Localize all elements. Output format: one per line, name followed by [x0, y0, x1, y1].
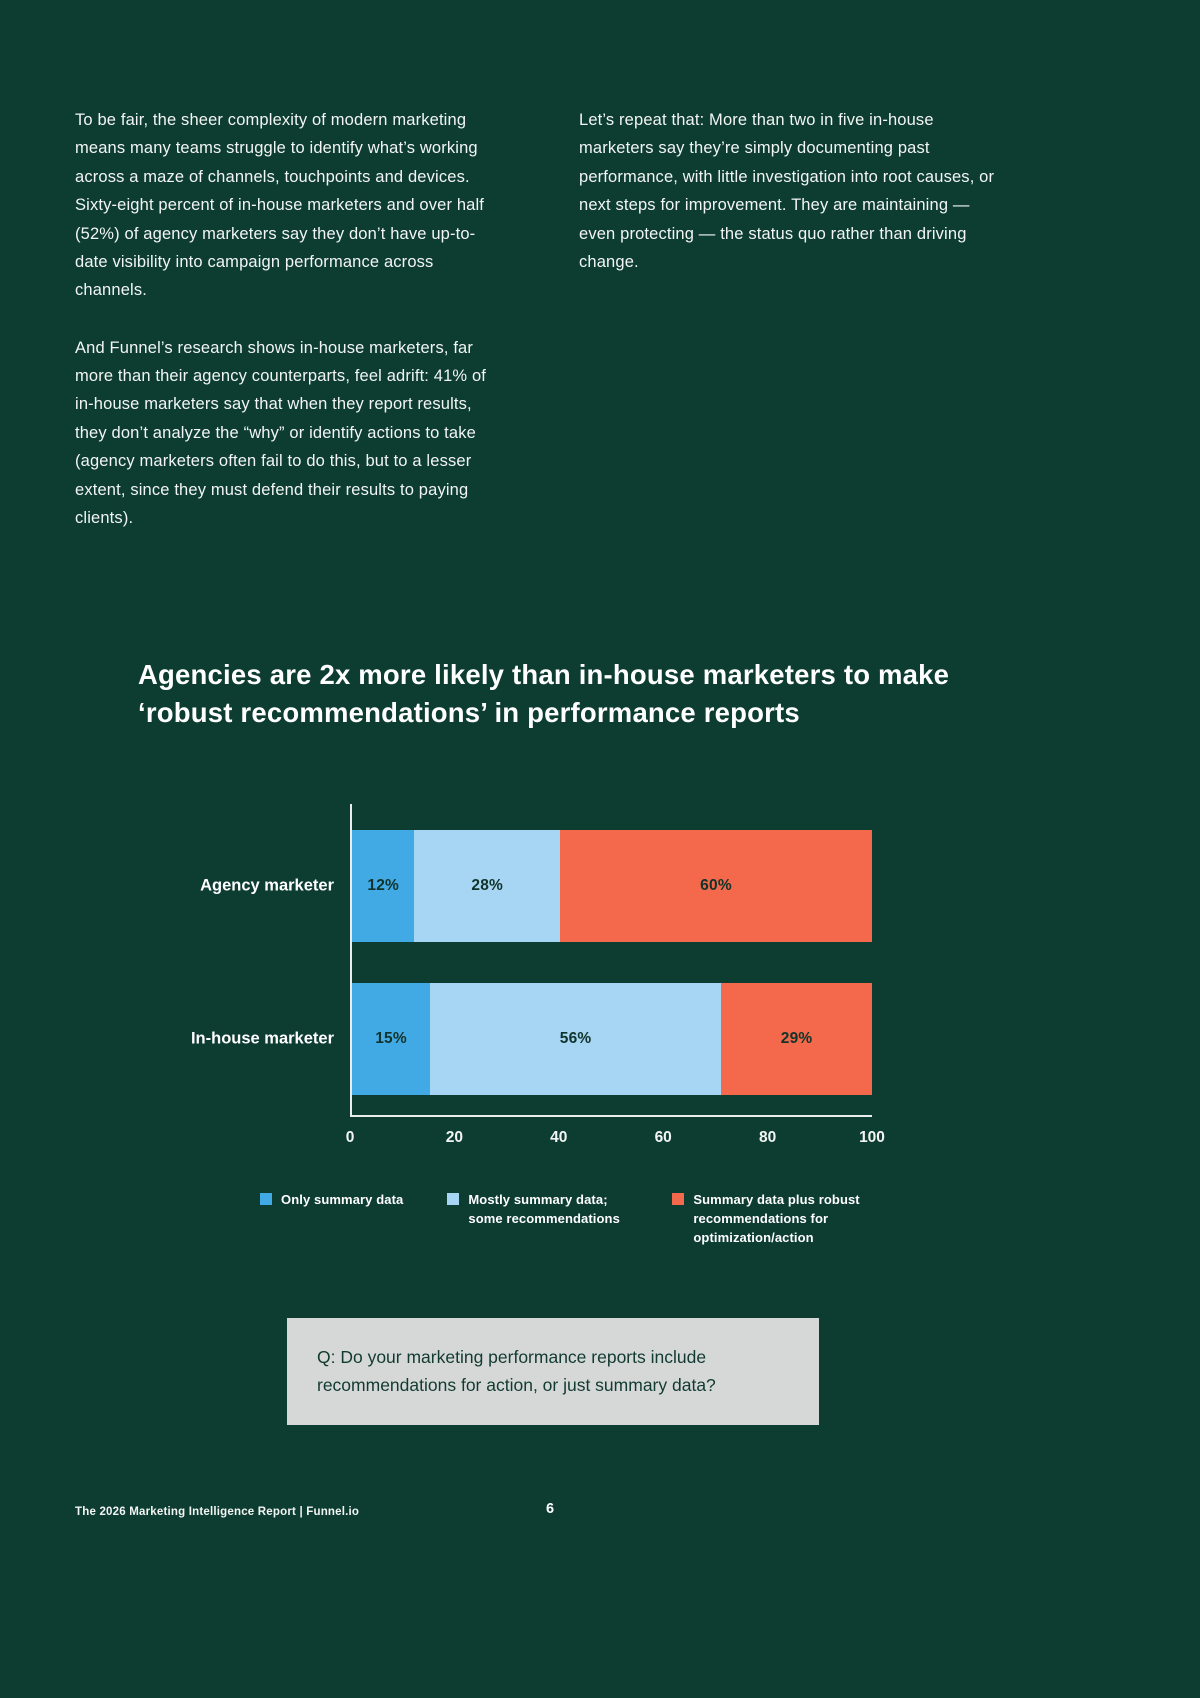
bar-segment: 60%: [559, 830, 872, 943]
page-number: 6: [546, 1501, 555, 1517]
bar-segment: 12%: [352, 830, 415, 943]
legend-item: Mostly summary data; some recommendation…: [447, 1191, 628, 1248]
chart-plot-area: Agency marketer 12% 28% 60% In-house markete…: [191, 804, 872, 1118]
chart-title: Agencies are 2x more likely than in-hous…: [138, 659, 950, 729]
stacked-bar: 12% 28% 60%: [352, 830, 872, 943]
bar-segment: 29%: [721, 983, 872, 1096]
intro-columns: To be fair, the sheer complexity of mode…: [0, 0, 1200, 561]
bar-segment: 56%: [430, 983, 722, 1096]
legend-item: Summary data plus robust recommendations…: [672, 1191, 869, 1248]
bar-row: Agency marketer 12% 28% 60%: [200, 830, 872, 943]
bar-row: In-house marketer 15% 56% 29%: [191, 983, 872, 1096]
bar-segment: 28%: [414, 830, 560, 943]
bar-segment-value: 29%: [780, 1030, 813, 1048]
legend-label: Mostly summary data; some recommendation…: [468, 1192, 620, 1226]
body-paragraph: And Funnel’s research shows in-house mar…: [75, 338, 487, 527]
bar-segment-value: 56%: [559, 1030, 592, 1048]
body-paragraph: Let’s repeat that: More than two in five…: [579, 111, 995, 271]
x-axis-tick-label: 40: [550, 1129, 568, 1147]
bar-segment-value: 15%: [375, 1030, 407, 1048]
bar-segment-value: 12%: [367, 877, 399, 895]
category-label: Agency marketer: [200, 876, 334, 895]
x-axis-tick-label: 100: [859, 1129, 885, 1147]
x-axis-tick-label: 0: [345, 1129, 355, 1147]
chart-legend: Only summary data Mostly summary data; so…: [260, 1191, 872, 1248]
x-axis-tick-label: 60: [654, 1129, 672, 1147]
bar-segment: 15%: [352, 983, 430, 1096]
stacked-bar-chart: Agency marketer 12% 28% 60% In-house markete…: [191, 804, 885, 1248]
legend-label: Summary data plus robust recommendations…: [693, 1192, 860, 1245]
intro-column-left: To be fair, the sheer complexity of mode…: [75, 106, 507, 561]
stacked-bar: 15% 56% 29%: [352, 983, 872, 1096]
legend-swatch: [672, 1193, 685, 1206]
legend-label: Only summary data: [281, 1192, 404, 1208]
x-axis-tick-label: 20: [445, 1129, 464, 1147]
chart-x-axis: 0 20 40 60 80 100: [346, 1117, 885, 1161]
intro-column-right: Let’s repeat that: More than two in five…: [579, 106, 1004, 561]
bar-segment-value: 28%: [471, 877, 503, 895]
category-label: In-house marketer: [190, 1029, 334, 1048]
survey-question-box: Q: Do your marketing performance reports…: [287, 1317, 819, 1426]
legend-swatch: [447, 1193, 460, 1206]
bar-segment-value: 60%: [700, 877, 732, 895]
body-paragraph: To be fair, the sheer complexity of mode…: [75, 111, 485, 300]
survey-question-text: Q: Do your marketing performance reports…: [317, 1346, 716, 1395]
footer-report-title: The 2026 Marketing Intelligence Report |…: [75, 1506, 360, 1518]
legend-swatch: [260, 1193, 272, 1206]
x-axis-tick-label: 80: [758, 1129, 777, 1147]
legend-item: Only summary data: [260, 1191, 403, 1248]
